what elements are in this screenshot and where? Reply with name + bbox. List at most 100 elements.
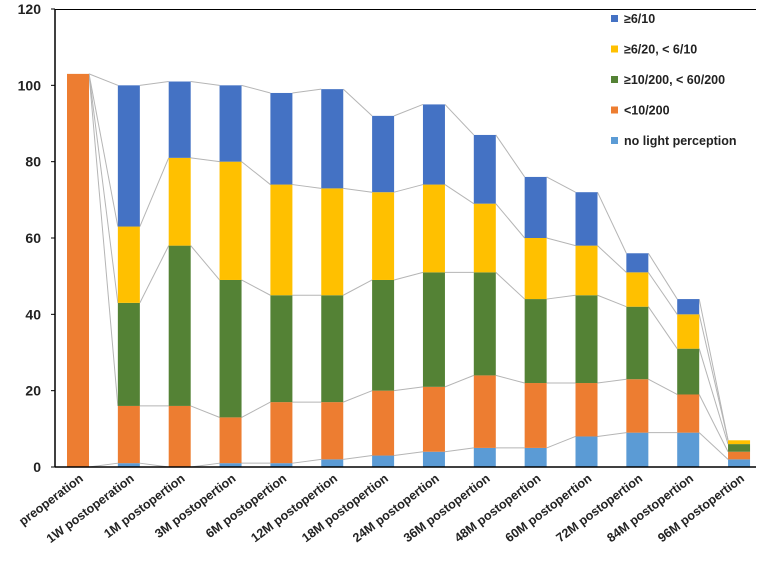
bar-segment [321, 89, 344, 189]
y-tick-label: 80 [25, 154, 41, 170]
x-tick-label: 12M postopertion [248, 471, 340, 545]
bar-segment [626, 432, 649, 467]
connector-line [394, 451, 424, 457]
connector-line [292, 88, 322, 94]
legend-label: ≥10/200, < 60/200 [624, 73, 725, 87]
connector-line [292, 184, 322, 189]
connector-line [241, 401, 271, 418]
connector-line [698, 394, 729, 452]
bar-segment [168, 81, 191, 158]
connector-line [647, 272, 678, 315]
legend-swatch [611, 76, 618, 83]
connector-line [444, 447, 474, 453]
bar-segment [575, 192, 598, 246]
connector-line [546, 237, 576, 247]
bar-segment [575, 295, 598, 384]
bar-segment [321, 459, 344, 467]
bar-segment [219, 161, 242, 280]
y-tick-label: 40 [25, 306, 41, 322]
connector-line [139, 245, 170, 304]
legend-label: no light perception [624, 134, 737, 148]
connector-line [647, 253, 678, 300]
connector-line [190, 245, 220, 281]
bar-segment [626, 306, 649, 380]
bar-segment [422, 184, 445, 273]
connector-line [597, 294, 627, 308]
bar-segment [168, 245, 191, 406]
bar-segment [219, 85, 242, 162]
bar-segment [626, 253, 649, 273]
bar-segment [321, 402, 344, 460]
connector-line [444, 184, 475, 205]
bar-segment [372, 115, 395, 193]
connector-line [88, 73, 119, 406]
connector-line [444, 104, 475, 136]
y-tick-label: 0 [33, 459, 41, 475]
bar-segment [219, 463, 242, 467]
bar-segment [422, 104, 445, 185]
bar-segment [270, 463, 293, 467]
bar-segment [677, 432, 700, 467]
bar-segment [575, 245, 598, 296]
bar-segment [473, 375, 496, 448]
connector-line [190, 81, 220, 86]
x-tick-label: 24M postopertion [350, 471, 442, 545]
bar-segment [168, 405, 191, 467]
bar-segment [524, 383, 547, 448]
x-tick-label: 18M postopertion [299, 471, 391, 545]
bar-segment [473, 203, 496, 273]
y-tick-label: 100 [18, 77, 42, 93]
bar-segment [575, 383, 598, 437]
connector-line [393, 271, 424, 281]
bar-segment [728, 459, 751, 467]
connector-line [597, 378, 627, 384]
bar-segment [575, 436, 598, 467]
legend-label: ≥6/10 [624, 12, 655, 26]
connector-line [495, 271, 525, 300]
y-tick-label: 60 [25, 230, 41, 246]
connector-lines [88, 73, 729, 468]
bar-segment [422, 386, 445, 452]
bars [67, 73, 751, 467]
bar-segment [677, 348, 700, 395]
bar-segment [117, 85, 140, 227]
legend-swatch [611, 15, 618, 22]
legend-swatch [611, 137, 618, 144]
legend: ≥6/10 ≥6/20, < 6/10 ≥10/200, < 60/200 <10/2… [611, 12, 737, 148]
bar-segment [728, 451, 751, 460]
bar-segment [117, 226, 140, 303]
y-tick-label: 120 [18, 1, 42, 17]
bar-segment [219, 279, 242, 418]
connector-line [88, 73, 119, 86]
connector-line [546, 436, 576, 449]
bar-segment [117, 463, 140, 467]
connector-line [495, 203, 526, 239]
bar-segment [219, 417, 242, 464]
bar-segment [67, 73, 89, 467]
legend-swatch [611, 106, 618, 114]
bar-segment [524, 299, 547, 384]
bar-segment [321, 295, 344, 403]
connector-line [343, 390, 373, 403]
legend-label: <10/200 [624, 104, 670, 118]
connector-line [241, 84, 271, 94]
connector-line [292, 458, 322, 464]
connector-line [495, 134, 526, 178]
x-tick-label: 84M postopertion [604, 471, 696, 545]
connector-line [394, 386, 424, 392]
connector-line [393, 184, 424, 193]
connector-line [698, 348, 729, 445]
bar-segment [372, 279, 395, 391]
bar-segment [321, 188, 344, 296]
connector-line [190, 157, 220, 163]
bar-segment [677, 314, 700, 349]
legend-swatch [611, 45, 618, 53]
x-tick-label: 36M postopertion [401, 471, 493, 545]
connector-line [597, 432, 627, 437]
bar-segment [372, 390, 395, 456]
connector-line [139, 81, 169, 86]
y-tick-labels: 0 20 40 60 80 100 120 [18, 1, 55, 475]
connector-line [139, 157, 170, 227]
bar-segment [473, 134, 496, 204]
